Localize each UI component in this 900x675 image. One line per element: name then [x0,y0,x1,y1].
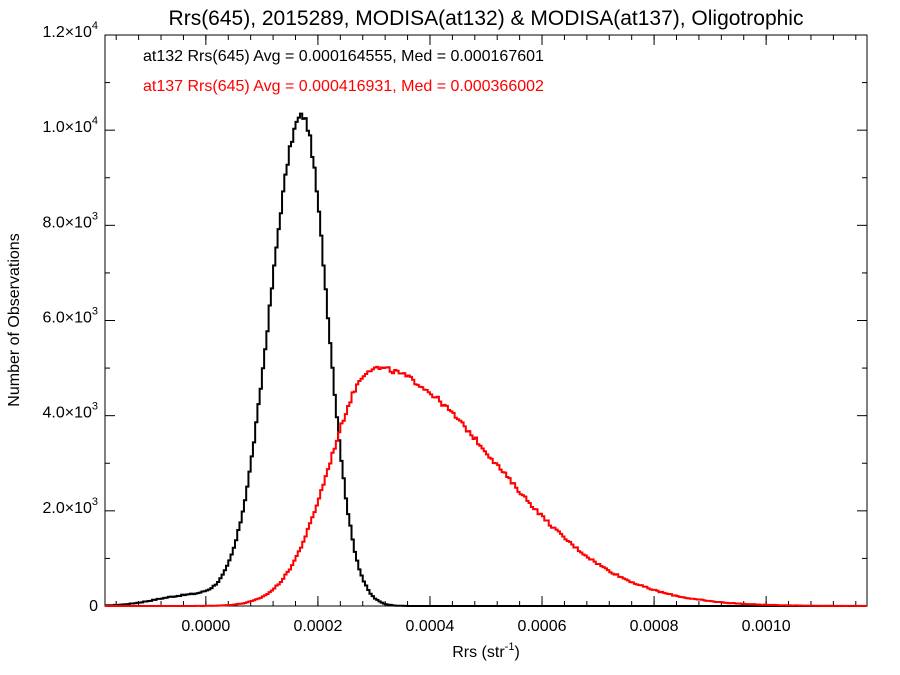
series-stats-at132: at132 Rrs(645) Avg = 0.000164555, Med = … [143,48,544,65]
x-tick-label: 0.0002 [293,618,342,635]
y-tick-exponent: 4 [92,20,98,32]
y-tick-mantissa: 8.0×10 [42,214,91,231]
chart-title: Rrs(645), 2015289, MODISA(at132) & MODIS… [169,7,804,30]
y-tick-exponent: 3 [92,210,98,222]
y-tick-label: 8.0×103 [42,210,98,231]
y-tick-label: 1.0×104 [42,115,98,136]
y-tick-mantissa: 2.0×10 [42,500,91,517]
y-tick-mantissa: 1.2×10 [42,24,91,41]
y-tick-mantissa: 6.0×10 [42,310,91,327]
y-tick-label: 2.0×103 [42,496,98,517]
series-stats-at137: at137 Rrs(645) Avg = 0.000416931, Med = … [143,78,544,95]
y-axis-label: Number of Observations [6,233,23,406]
y-tick-exponent: 3 [92,401,98,413]
plot-frame [104,34,868,607]
y-tick-label: 4.0×103 [42,401,98,422]
x-axis-label-end: ) [514,644,519,661]
x-tick-label: 0.0010 [742,618,791,635]
y-tick-exponent: 3 [92,496,98,508]
x-tick-label: 0.0008 [630,618,679,635]
x-tick-label: 0.0006 [518,618,567,635]
x-tick-label: 0.0000 [181,618,230,635]
x-axis-label-main: Rrs (str [452,644,505,661]
histogram-series-at132 [105,112,867,607]
y-tick-exponent: 3 [92,306,98,318]
y-tick-mantissa: 4.0×10 [42,405,91,422]
x-axis-label-sup: -1 [505,641,515,653]
y-tick-mantissa: 1.0×10 [42,119,91,136]
y-tick-label: 1.2×104 [42,20,98,41]
x-tick-label: 0.0004 [406,618,455,635]
y-tick-label: 0 [89,598,98,615]
plot-area: 0.0000 0.0002 0.0004 0.0006 0.0008 0.0010 0 2.0… [42,20,868,635]
y-tick-exponent: 4 [92,115,98,127]
y-tick-label: 6.0×103 [42,306,98,327]
x-axis-label: Rrs (str-1) [452,641,520,661]
histogram-series-at137 [105,365,867,607]
